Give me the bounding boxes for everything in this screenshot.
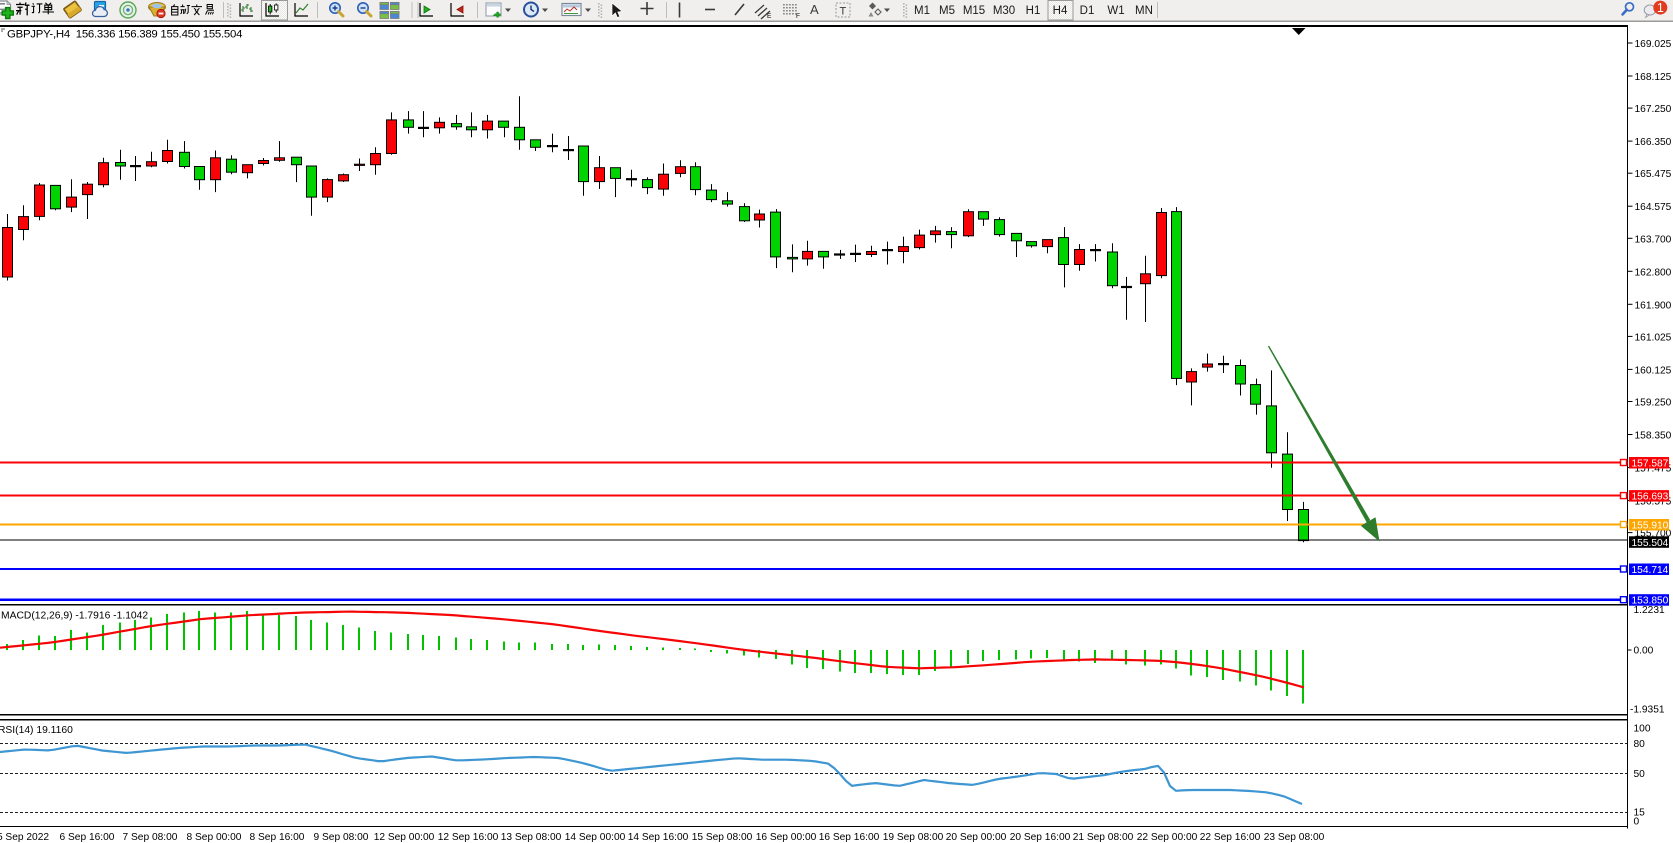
svg-text:M1: M1 <box>914 5 930 17</box>
svg-text:162.800: 162.800 <box>1635 267 1672 278</box>
svg-text:20 Sep 00:00: 20 Sep 00:00 <box>946 832 1007 843</box>
svg-text:1.2231: 1.2231 <box>1634 605 1665 616</box>
svg-text:1: 1 <box>1657 1 1664 15</box>
svg-text:157.587: 157.587 <box>1632 459 1669 470</box>
svg-text:21 Sep 08:00: 21 Sep 08:00 <box>1073 832 1134 843</box>
svg-text:157.475: 157.475 <box>1635 464 1672 475</box>
svg-text:12 Sep 16:00: 12 Sep 16:00 <box>438 832 499 843</box>
svg-text:12 Sep 00:00: 12 Sep 00:00 <box>374 832 435 843</box>
svg-text:161.025: 161.025 <box>1635 332 1672 343</box>
svg-text:158.350: 158.350 <box>1635 431 1672 442</box>
svg-text:A: A <box>810 2 819 17</box>
svg-text:M15: M15 <box>963 5 985 17</box>
svg-text:H1: H1 <box>1026 5 1041 17</box>
svg-text:155.700: 155.700 <box>1635 529 1672 540</box>
svg-text:167.250: 167.250 <box>1635 104 1672 115</box>
svg-text:14 Sep 16:00: 14 Sep 16:00 <box>628 832 689 843</box>
svg-text:15: 15 <box>1634 808 1646 819</box>
svg-text:GBPJPY-,H4 156.336 156.389 15: GBPJPY-,H4 156.336 156.389 155.450 155.5… <box>7 29 242 41</box>
svg-text:155.910: 155.910 <box>1632 521 1669 532</box>
svg-text:160.125: 160.125 <box>1635 365 1672 376</box>
svg-text:166.350: 166.350 <box>1635 137 1672 148</box>
svg-text:H4: H4 <box>1053 5 1068 17</box>
svg-text:153.850: 153.850 <box>1632 596 1669 607</box>
svg-text:169.025: 169.025 <box>1635 39 1672 50</box>
svg-text:16 Sep 00:00: 16 Sep 00:00 <box>756 832 817 843</box>
svg-text:100: 100 <box>1634 724 1651 735</box>
svg-text:8 Sep 00:00: 8 Sep 00:00 <box>187 832 242 843</box>
svg-text:0.00: 0.00 <box>1634 646 1654 657</box>
svg-text:8 Sep 16:00: 8 Sep 16:00 <box>250 832 305 843</box>
svg-text:159.250: 159.250 <box>1635 398 1672 409</box>
svg-text:D1: D1 <box>1080 5 1095 17</box>
svg-text:M30: M30 <box>993 5 1015 17</box>
svg-text:M5: M5 <box>939 5 955 17</box>
svg-text:15 Sep 08:00: 15 Sep 08:00 <box>692 832 753 843</box>
svg-text:16 Sep 16:00: 16 Sep 16:00 <box>819 832 880 843</box>
svg-text:9 Sep 08:00: 9 Sep 08:00 <box>314 832 369 843</box>
svg-text:13 Sep 08:00: 13 Sep 08:00 <box>501 832 562 843</box>
svg-text:19 Sep 08:00: 19 Sep 08:00 <box>883 832 944 843</box>
svg-text:20 Sep 16:00: 20 Sep 16:00 <box>1010 832 1071 843</box>
svg-text:165.475: 165.475 <box>1635 169 1672 180</box>
svg-text:163.700: 163.700 <box>1635 234 1672 245</box>
svg-text:RSI(14) 19.1160: RSI(14) 19.1160 <box>0 725 73 736</box>
svg-text:22 Sep 00:00: 22 Sep 00:00 <box>1137 832 1198 843</box>
svg-text:80: 80 <box>1634 739 1646 750</box>
svg-text:6 Sep 16:00: 6 Sep 16:00 <box>60 832 115 843</box>
svg-text:F: F <box>796 13 800 20</box>
svg-text:5 Sep 2022: 5 Sep 2022 <box>0 832 49 843</box>
svg-text:7 Sep 08:00: 7 Sep 08:00 <box>123 832 178 843</box>
svg-text:-1.9351: -1.9351 <box>1630 705 1665 716</box>
svg-text:156.693: 156.693 <box>1632 492 1669 503</box>
svg-text:MACD(12,26,9) -1.7916 -1.1042: MACD(12,26,9) -1.7916 -1.1042 <box>1 611 148 622</box>
svg-text:154.714: 154.714 <box>1632 565 1669 576</box>
svg-text:MN: MN <box>1135 5 1153 17</box>
svg-text:168.125: 168.125 <box>1635 72 1672 83</box>
svg-text:50: 50 <box>1634 769 1646 780</box>
svg-text:E: E <box>767 13 772 20</box>
svg-text:23 Sep 08:00: 23 Sep 08:00 <box>1264 832 1325 843</box>
svg-text:T: T <box>840 6 847 18</box>
svg-text:164.575: 164.575 <box>1635 202 1672 213</box>
svg-text:W1: W1 <box>1107 5 1124 17</box>
svg-text:14 Sep 00:00: 14 Sep 00:00 <box>565 832 626 843</box>
svg-text:0: 0 <box>1634 817 1640 828</box>
svg-text:22 Sep 16:00: 22 Sep 16:00 <box>1200 832 1261 843</box>
svg-text:156.575: 156.575 <box>1635 497 1672 508</box>
svg-text:161.900: 161.900 <box>1635 300 1672 311</box>
svg-text:155.504: 155.504 <box>1632 538 1669 549</box>
